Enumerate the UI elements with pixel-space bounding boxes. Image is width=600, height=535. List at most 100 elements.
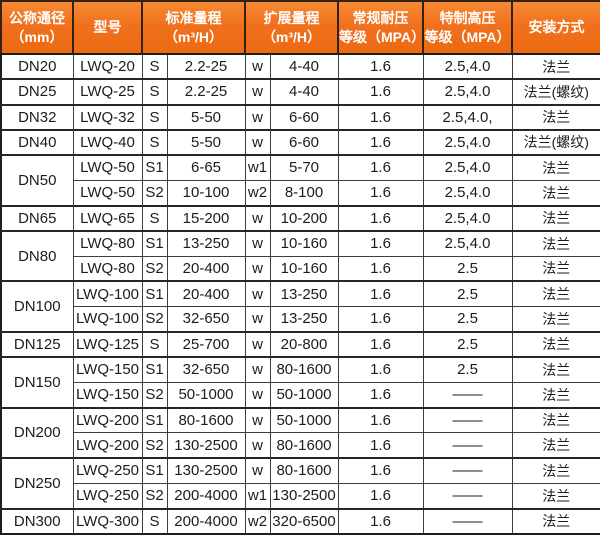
extended-range-cell: 80-1600 — [269, 432, 339, 459]
table-row: LWQ-50 S2 10-100 w2 8-100 1.6 2.5,4.0 法兰 — [1, 179, 600, 207]
model-cell: LWQ-80 — [72, 229, 143, 257]
extended-range-cell: 8-100 — [269, 179, 339, 207]
extended-mark-cell: w — [244, 255, 271, 282]
install-cell: 法兰 — [511, 280, 600, 308]
model-cell: LWQ-25 — [72, 78, 143, 106]
extended-mark-cell: w — [244, 432, 271, 459]
header-standard-range: 标准量程 （m³/H） — [141, 0, 246, 55]
header-extended-line1: 扩展量程 — [263, 10, 320, 27]
table-row: DN150 LWQ-150 S1 32-650 w 80-1600 1.6 2.5 法兰 — [0, 355, 600, 408]
standard-mark-cell: S2 — [141, 305, 168, 333]
table-row: DN50 LWQ-50 S1 6-65 w1 5-70 1.6 2.5,4.0 法兰 — [0, 153, 600, 206]
high-pressure-cell: 2.5,4.0, — [422, 103, 513, 131]
table-row: DN250 LWQ-250 S1 130-2500 w 80-1600 1.6 —— 法兰 — [0, 456, 600, 509]
normal-pressure-cell: 1.6 — [337, 406, 424, 434]
extended-range-cell: 50-1000 — [269, 381, 339, 409]
normal-pressure-cell: 1.6 — [337, 229, 424, 257]
normal-pressure-cell: 1.6 — [337, 128, 424, 156]
standard-range-cell: 32-650 — [166, 355, 246, 383]
diameter-cell: DN200 — [0, 406, 74, 459]
standard-mark-cell: S — [141, 78, 168, 106]
high-pressure-cell: —— — [422, 456, 513, 484]
model-cell: LWQ-40 — [72, 128, 143, 156]
normal-pressure-cell: 1.6 — [337, 330, 424, 358]
high-pressure-cell: 2.5 — [422, 355, 513, 383]
standard-mark-cell: S — [141, 128, 168, 156]
table-row: DN65 LWQ-65 S 15-200 w 10-200 1.6 2.5,4.0 法兰 — [0, 204, 600, 232]
high-pressure-cell: 2.5,4.0 — [422, 229, 513, 257]
install-cell: 法兰 — [511, 406, 600, 434]
install-cell: 法兰 — [511, 204, 600, 232]
table-row: DN20 LWQ-20 S 2.2-25 w 4-40 1.6 2.5,4.0 法兰 — [0, 52, 600, 80]
install-cell: 法兰 — [511, 305, 600, 333]
model-cell: LWQ-300 — [72, 507, 143, 535]
extended-range-cell: 5-70 — [269, 153, 339, 181]
standard-range-cell: 20-400 — [166, 255, 246, 282]
model-cell: LWQ-65 — [72, 204, 143, 232]
extended-range-cell: 6-60 — [269, 103, 339, 131]
high-pressure-cell: 2.5,4.0 — [422, 179, 513, 207]
table-row: LWQ-80 S2 20-400 w 10-160 1.6 2.5 法兰 — [1, 255, 600, 282]
header-high-line1: 特制高压 — [439, 10, 496, 27]
normal-pressure-cell: 1.6 — [337, 78, 424, 106]
install-cell: 法兰 — [511, 103, 600, 131]
standard-mark-cell: S2 — [141, 432, 168, 459]
normal-pressure-cell: 1.6 — [337, 432, 424, 459]
extended-mark-cell: w — [244, 78, 271, 106]
extended-mark-cell: w2 — [244, 507, 271, 535]
high-pressure-cell: 2.5 — [422, 280, 513, 308]
standard-range-cell: 80-1600 — [166, 406, 246, 434]
normal-pressure-cell: 1.6 — [337, 52, 424, 80]
standard-range-cell: 130-2500 — [166, 432, 246, 459]
standard-range-cell: 2.2-25 — [166, 52, 246, 80]
model-cell: LWQ-250 — [72, 456, 143, 484]
normal-pressure-cell: 1.6 — [337, 179, 424, 207]
extended-mark-cell: w — [244, 103, 271, 131]
extended-range-cell: 10-200 — [269, 204, 339, 232]
extended-mark-cell: w2 — [244, 179, 271, 207]
standard-mark-cell: S1 — [141, 406, 168, 434]
normal-pressure-cell: 1.6 — [337, 482, 424, 510]
header-high-line2: 等级（MPA） — [424, 28, 511, 45]
header-normal-pressure: 常规耐压 等级（MPA） — [337, 0, 425, 55]
standard-mark-cell: S — [141, 330, 168, 358]
header-normal-line1: 常规耐压 — [352, 10, 409, 27]
install-cell: 法兰(螺纹) — [511, 78, 600, 106]
extended-mark-cell: w — [244, 456, 271, 484]
normal-pressure-cell: 1.6 — [337, 204, 424, 232]
model-cell: LWQ-150 — [72, 355, 143, 383]
header-install: 安装方式 — [511, 0, 600, 55]
install-cell: 法兰 — [511, 432, 600, 459]
normal-pressure-cell: 1.6 — [337, 507, 424, 535]
normal-pressure-cell: 1.6 — [337, 355, 424, 383]
diameter-cell: DN40 — [0, 128, 74, 156]
install-cell: 法兰 — [511, 179, 600, 207]
extended-mark-cell: w — [244, 204, 271, 232]
standard-range-cell: 10-100 — [166, 179, 246, 207]
standard-mark-cell: S — [141, 204, 168, 232]
diameter-cell: DN300 — [0, 507, 74, 535]
model-cell: LWQ-150 — [72, 381, 143, 409]
extended-mark-cell: w — [244, 229, 271, 257]
header-extended-line2: （m³/H） — [261, 28, 322, 45]
high-pressure-cell: 2.5 — [422, 330, 513, 358]
extended-mark-cell: w — [244, 280, 271, 308]
model-cell: LWQ-80 — [72, 255, 143, 282]
normal-pressure-cell: 1.6 — [337, 305, 424, 333]
extended-range-cell: 130-2500 — [269, 482, 339, 510]
high-pressure-cell: —— — [422, 482, 513, 510]
normal-pressure-cell: 1.6 — [337, 381, 424, 409]
standard-mark-cell: S2 — [141, 255, 168, 282]
standard-mark-cell: S1 — [141, 229, 168, 257]
install-cell: 法兰 — [511, 355, 600, 383]
diameter-cell: DN100 — [0, 280, 74, 333]
header-diameter-line1: 公称通径 — [9, 10, 65, 27]
extended-range-cell: 4-40 — [269, 52, 339, 80]
high-pressure-cell: —— — [422, 381, 513, 409]
normal-pressure-cell: 1.6 — [337, 280, 424, 308]
table-header: 公称通径 （mm） 型号 标准量程 （m³/H） 扩展量程 （m³/H） 常规耐… — [0, 0, 600, 55]
model-cell: LWQ-200 — [72, 406, 143, 434]
table-row: DN300 LWQ-300 S 200-4000 w2 320-6500 1.6 —— 法兰 — [0, 507, 600, 535]
diameter-cell: DN125 — [0, 330, 74, 358]
table-row: DN32 LWQ-32 S 5-50 w 6-60 1.6 2.5,4.0, 法兰 — [0, 103, 600, 131]
